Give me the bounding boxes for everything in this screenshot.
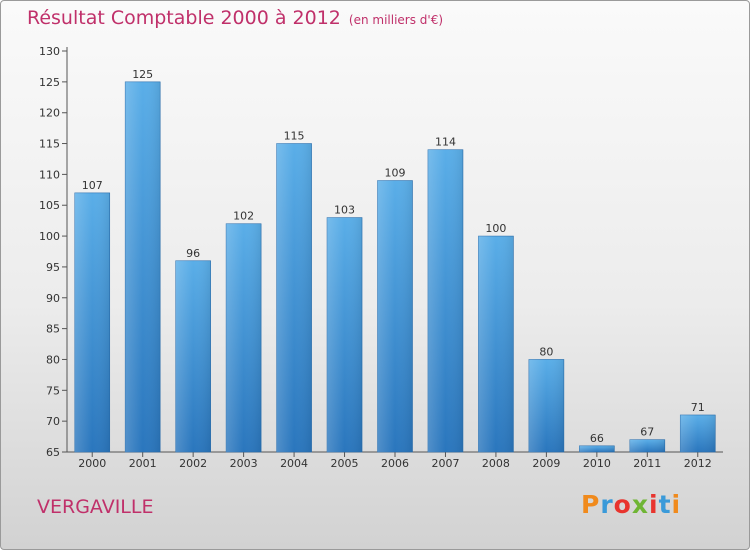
bar-sheen xyxy=(680,414,716,452)
place-name: VERGAVILLE xyxy=(37,496,154,518)
data-label: 102 xyxy=(233,210,254,223)
x-tick-label: 2005 xyxy=(331,457,359,470)
y-tick-label: 90 xyxy=(46,292,60,305)
bar-sheen xyxy=(125,81,161,452)
bar-sheen xyxy=(175,260,211,452)
x-tick-label: 2002 xyxy=(179,457,207,470)
logo-letter: i xyxy=(649,490,659,519)
x-tick-label: 2010 xyxy=(583,457,611,470)
y-tick-label: 130 xyxy=(39,45,60,58)
data-label: 100 xyxy=(485,222,506,235)
x-tick-label: 2011 xyxy=(633,457,661,470)
bar-sheen xyxy=(629,439,665,452)
logo-letter: x xyxy=(631,490,649,519)
logo-letter: i xyxy=(671,490,682,519)
logo-letter: t xyxy=(658,490,672,519)
y-tick-label: 110 xyxy=(39,168,60,181)
logo-letter: P xyxy=(581,490,601,519)
bar-sheen xyxy=(528,359,564,452)
logo-letter: o xyxy=(613,490,632,519)
x-tick-label: 2004 xyxy=(280,457,308,470)
x-tick-label: 2001 xyxy=(129,457,157,470)
x-tick-label: 2008 xyxy=(482,457,510,470)
x-tick-label: 2000 xyxy=(78,457,106,470)
data-label: 71 xyxy=(691,401,705,414)
chart-title: Résultat Comptable 2000 à 2012 xyxy=(27,7,341,29)
bar-sheen xyxy=(478,236,514,452)
y-tick-label: 120 xyxy=(39,107,60,120)
y-tick-label: 80 xyxy=(46,353,60,366)
y-tick-label: 85 xyxy=(46,323,60,336)
bar-sheen xyxy=(74,192,110,452)
bar-sheen xyxy=(226,223,262,452)
chart-subtitle: (en milliers d'€) xyxy=(348,13,444,27)
y-tick-label: 105 xyxy=(39,199,60,212)
y-tick-label: 70 xyxy=(46,415,60,428)
y-tick-label: 65 xyxy=(46,446,60,459)
y-tick-label: 95 xyxy=(46,261,60,274)
data-label: 109 xyxy=(385,167,406,180)
x-tick-label: 2006 xyxy=(381,457,409,470)
proxiti-logo: Proxiti xyxy=(581,490,681,519)
data-label: 114 xyxy=(435,136,456,149)
data-label: 96 xyxy=(186,247,200,260)
data-labels: 107 125 96 102 115 103 109 114 100 80 66 67 71 xyxy=(82,68,705,445)
x-tick-label: 2009 xyxy=(532,457,560,470)
data-label: 66 xyxy=(590,432,604,445)
x-tick-label: 2012 xyxy=(684,457,712,470)
logo-letter: r xyxy=(600,490,614,519)
data-label: 107 xyxy=(82,179,103,192)
bar-sheen xyxy=(579,445,615,452)
y-tick-label: 115 xyxy=(39,138,60,151)
bar-sheen xyxy=(377,180,413,453)
y-tick-label: 75 xyxy=(46,384,60,397)
x-tick-label: 2007 xyxy=(431,457,459,470)
title-line: Résultat Comptable 2000 à 2012 (en millie… xyxy=(27,7,443,29)
data-label: 80 xyxy=(539,345,553,358)
bar-sheen xyxy=(276,143,312,453)
x-tick-label: 2003 xyxy=(230,457,258,470)
data-label: 103 xyxy=(334,204,355,217)
bar-sheen xyxy=(427,149,463,452)
y-tick-label: 100 xyxy=(39,230,60,243)
data-label: 115 xyxy=(284,130,305,143)
y-tick-label: 125 xyxy=(39,76,60,89)
data-label: 67 xyxy=(640,426,654,439)
data-label: 125 xyxy=(132,68,153,81)
bar-sheen xyxy=(327,217,363,452)
bars xyxy=(74,81,716,453)
